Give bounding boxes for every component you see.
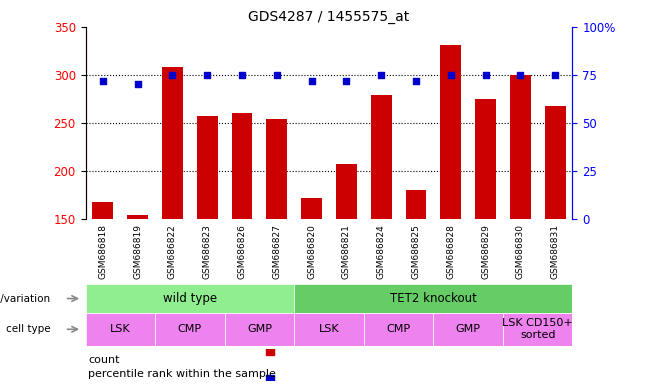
Point	[341, 78, 351, 84]
Text: percentile rank within the sample: percentile rank within the sample	[88, 369, 276, 379]
Bar	[294, 284, 572, 313]
Text: LSK: LSK	[110, 324, 131, 334]
Bar	[155, 313, 224, 346]
Bar	[224, 313, 294, 346]
Text: CMP: CMP	[386, 324, 411, 334]
Text: GSM686825: GSM686825	[411, 224, 420, 279]
Bar	[405, 190, 426, 219]
Bar	[86, 313, 155, 346]
Text: GMP: GMP	[455, 324, 480, 334]
Bar	[364, 313, 434, 346]
Point	[132, 81, 143, 88]
Text: GSM686818: GSM686818	[99, 224, 107, 279]
Point	[97, 78, 108, 84]
Point	[202, 72, 213, 78]
Bar	[440, 45, 461, 219]
Text: GSM686829: GSM686829	[481, 224, 490, 279]
Bar	[545, 106, 565, 219]
Bar	[434, 313, 503, 346]
Text: genotype/variation: genotype/variation	[0, 293, 51, 304]
Point	[550, 72, 561, 78]
Bar	[475, 99, 496, 219]
Text: GSM686824: GSM686824	[376, 224, 386, 279]
Bar	[301, 198, 322, 219]
Text: count: count	[88, 355, 120, 365]
Text: GSM686830: GSM686830	[516, 224, 525, 279]
Bar	[232, 113, 253, 219]
Bar	[266, 119, 288, 219]
Text: GSM686823: GSM686823	[203, 224, 212, 279]
Bar	[127, 215, 148, 219]
Title: GDS4287 / 1455575_at: GDS4287 / 1455575_at	[248, 10, 410, 25]
Bar	[370, 95, 392, 219]
Bar	[294, 313, 364, 346]
Bar	[86, 284, 294, 313]
Bar	[503, 313, 572, 346]
Text: GSM686821: GSM686821	[342, 224, 351, 279]
Point	[376, 72, 386, 78]
Point	[167, 72, 178, 78]
Point	[480, 72, 491, 78]
Text: GSM686819: GSM686819	[133, 224, 142, 279]
Text: LSK: LSK	[318, 324, 340, 334]
Point	[307, 78, 317, 84]
Point	[515, 72, 526, 78]
Text: GMP: GMP	[247, 324, 272, 334]
Text: GSM686828: GSM686828	[446, 224, 455, 279]
Text: GSM686822: GSM686822	[168, 224, 177, 279]
Point	[237, 72, 247, 78]
Text: GSM686831: GSM686831	[551, 224, 559, 279]
Text: GSM686826: GSM686826	[238, 224, 247, 279]
Text: TET2 knockout: TET2 knockout	[390, 292, 477, 305]
Bar	[336, 164, 357, 219]
Text: wild type: wild type	[163, 292, 217, 305]
Text: cell type: cell type	[6, 324, 51, 334]
Point	[445, 72, 456, 78]
Bar	[93, 202, 113, 219]
Text: GSM686827: GSM686827	[272, 224, 282, 279]
Bar	[162, 67, 183, 219]
Bar	[197, 116, 218, 219]
Text: CMP: CMP	[178, 324, 202, 334]
Point	[272, 72, 282, 78]
Point	[411, 78, 421, 84]
Text: LSK CD150+
sorted: LSK CD150+ sorted	[502, 318, 573, 340]
Bar	[510, 75, 531, 219]
Text: GSM686820: GSM686820	[307, 224, 316, 279]
